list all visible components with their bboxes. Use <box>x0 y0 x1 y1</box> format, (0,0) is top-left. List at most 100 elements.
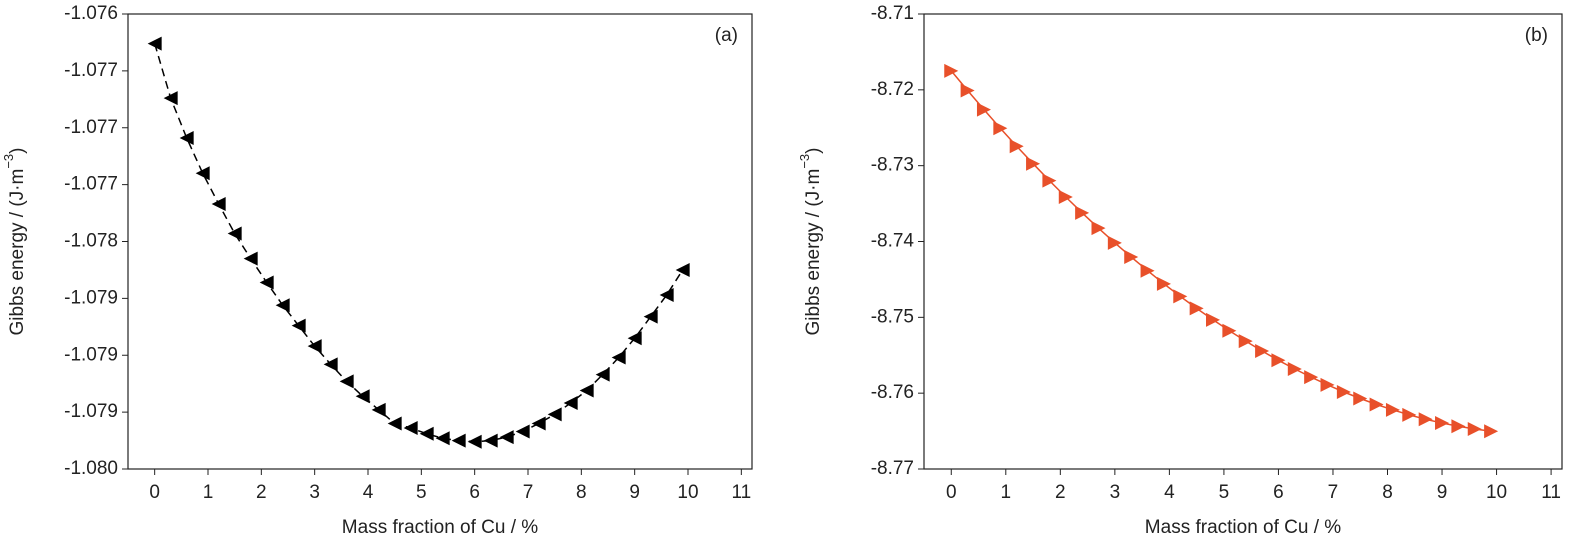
data-point <box>976 102 991 117</box>
data-point <box>1222 323 1237 338</box>
x-tick-label: 7 <box>523 482 534 503</box>
data-point <box>1402 407 1417 422</box>
x-axis-label: Mass fraction of Cu / % <box>342 517 539 538</box>
data-point <box>1271 353 1286 368</box>
data-point <box>1385 402 1400 417</box>
y-axis-label-end: ) <box>7 148 28 154</box>
data-point <box>1467 422 1482 437</box>
data-point <box>1304 370 1319 385</box>
data-point <box>291 318 306 333</box>
y-tick-label: -8.73 <box>871 155 914 176</box>
x-tick-label: 9 <box>1437 482 1448 503</box>
y-axis-label: Gibbs energy / (J·m−3) <box>797 148 824 336</box>
x-tick-label: 11 <box>1541 482 1561 503</box>
data-point <box>467 434 482 449</box>
y-tick-label: -8.74 <box>871 231 915 252</box>
data-point <box>483 433 498 448</box>
x-tick-label: 2 <box>1055 482 1066 503</box>
data-point <box>339 374 354 389</box>
data-point <box>1058 189 1073 204</box>
data-point <box>1238 334 1253 349</box>
data-point <box>993 121 1008 136</box>
y-tick-label: -1.077 <box>64 174 118 195</box>
data-point <box>211 196 226 211</box>
data-point <box>579 383 594 398</box>
plot-frame <box>127 13 753 470</box>
y-tick-label: -8.75 <box>871 306 914 327</box>
data-point <box>1255 344 1270 359</box>
data-point <box>387 416 402 431</box>
data-point <box>147 36 162 51</box>
x-tick-label: 2 <box>256 482 267 503</box>
data-point <box>675 262 690 277</box>
x-tick-label: 3 <box>309 482 320 503</box>
x-axis-label: Mass fraction of Cu / % <box>1145 517 1342 538</box>
data-point <box>1451 419 1466 434</box>
plot-frame <box>923 13 1563 470</box>
data-point <box>563 396 578 411</box>
x-tick-label: 6 <box>1273 482 1284 503</box>
data-point <box>1026 156 1041 171</box>
x-tick-label: 4 <box>1164 482 1175 503</box>
panel-label: (a) <box>715 25 738 46</box>
x-tick-label: 1 <box>1001 482 1012 503</box>
x-tick-label: 3 <box>1110 482 1121 503</box>
data-point <box>1189 301 1204 316</box>
x-tick-label: 7 <box>1328 482 1339 503</box>
y-tick-label: -8.77 <box>871 458 914 479</box>
data-point <box>659 287 674 302</box>
data-point <box>1124 250 1139 265</box>
y-tick-label: -1.079 <box>64 287 118 308</box>
data-point <box>451 433 466 448</box>
y-tick-label: -1.079 <box>64 401 118 422</box>
x-tick-label: 8 <box>576 482 587 503</box>
x-tick-label: 5 <box>1219 482 1230 503</box>
y-tick-label: -1.076 <box>64 3 118 24</box>
data-point <box>1484 424 1499 439</box>
data-point <box>1435 416 1450 431</box>
data-point <box>275 298 290 313</box>
data-point <box>419 426 434 441</box>
y-tick-label: -8.76 <box>871 382 914 403</box>
y-axis-label-sup: −3 <box>1 154 16 169</box>
data-point <box>627 331 642 346</box>
series-line <box>153 43 684 443</box>
data-point <box>179 130 194 145</box>
data-point <box>531 416 546 431</box>
y-tick-label: -1.078 <box>64 231 118 252</box>
x-tick-label: 6 <box>469 482 480 503</box>
data-point <box>355 389 370 404</box>
data-point <box>371 402 386 417</box>
data-point <box>1418 412 1433 427</box>
y-tick-label: -1.080 <box>64 458 118 479</box>
panel-label: (b) <box>1525 25 1548 46</box>
data-point <box>307 339 322 354</box>
data-point <box>243 251 258 266</box>
data-point <box>1042 173 1057 188</box>
data-point <box>1336 384 1351 399</box>
y-axis-label: Gibbs energy / (J·m−3) <box>1 148 28 336</box>
y-tick-label: -8.71 <box>871 3 914 24</box>
data-point <box>944 63 959 78</box>
x-tick-label: 1 <box>203 482 214 503</box>
y-tick-label: -1.077 <box>64 117 118 138</box>
data-point <box>595 367 610 382</box>
data-point <box>1369 397 1384 412</box>
data-point <box>611 350 626 365</box>
data-point <box>163 91 178 106</box>
x-tick-label: 11 <box>731 482 751 503</box>
x-tick-label: 10 <box>1486 482 1507 503</box>
data-point <box>1009 139 1024 154</box>
data-point <box>195 166 210 181</box>
x-tick-label: 10 <box>677 482 698 503</box>
data-point <box>227 226 242 241</box>
y-tick-label: -8.72 <box>871 79 914 100</box>
x-tick-label: 0 <box>946 482 957 503</box>
x-tick-label: 5 <box>416 482 427 503</box>
data-point <box>1320 377 1335 392</box>
data-point <box>1287 361 1302 376</box>
data-point <box>1156 276 1171 291</box>
data-point <box>403 421 418 436</box>
data-point <box>1353 391 1368 406</box>
